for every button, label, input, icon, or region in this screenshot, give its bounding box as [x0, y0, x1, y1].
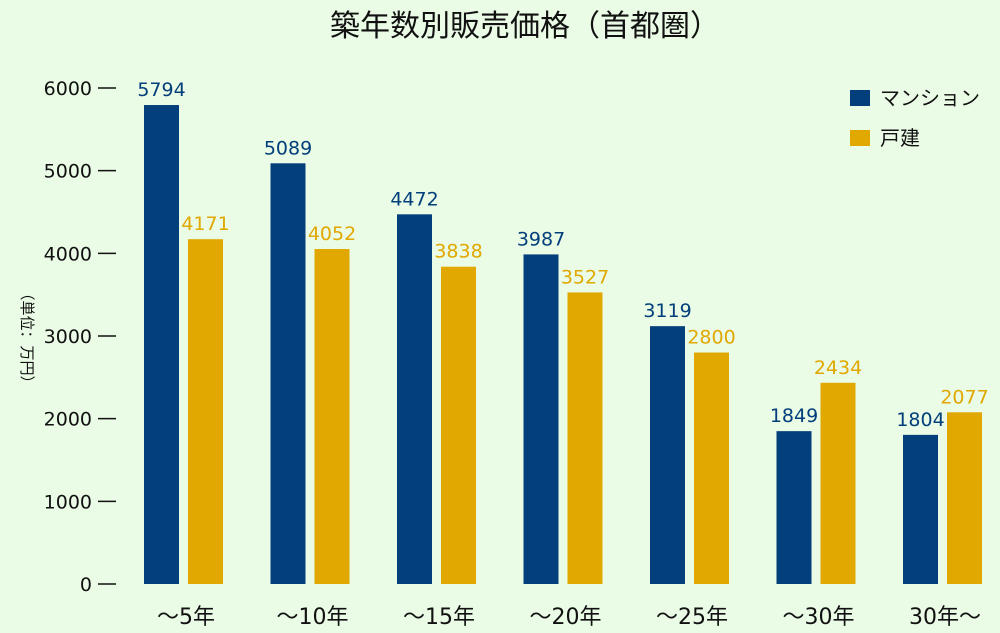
y-axis-unit-label: （単位：万円） — [18, 285, 36, 390]
data-label: 5794 — [137, 79, 185, 101]
data-label: 5089 — [264, 137, 312, 159]
y-tick-label: 5000 — [44, 161, 92, 183]
x-tick-label: 〜20年 — [530, 605, 602, 630]
data-label: 3838 — [434, 241, 482, 263]
y-tick-label: 3000 — [44, 326, 92, 348]
bar-mansion — [523, 254, 559, 584]
y-tick-label: 0 — [80, 574, 92, 596]
x-tick-label: 30年〜 — [909, 605, 981, 630]
x-tick-label: 〜5年 — [157, 605, 215, 630]
bar-mansion — [270, 163, 306, 584]
x-tick-label: 〜30年 — [783, 605, 855, 630]
bar-house — [567, 292, 603, 584]
x-tick-label: 〜10年 — [277, 605, 349, 630]
bar-house — [820, 382, 856, 584]
bar-mansion — [144, 105, 179, 585]
data-label: 4171 — [181, 213, 229, 235]
y-tick-label: 1000 — [44, 491, 92, 513]
x-tick-label: 〜15年 — [403, 605, 475, 630]
x-tick-label: 〜25年 — [656, 605, 728, 630]
data-label: 3119 — [643, 300, 691, 322]
legend-label: 戸建 — [880, 126, 920, 150]
bar-house — [188, 239, 223, 584]
bar-house — [314, 249, 350, 584]
value-labels: 5794 4171 5089 4052 4472 3838 3987 3527 3119 2800… — [137, 79, 988, 431]
x-axis: 〜5年 〜10年 〜15年 〜20年 〜25年 〜30年 30年〜 — [157, 605, 981, 630]
bars — [144, 105, 982, 585]
chart-title: 築年数別販売価格（首都圏） — [330, 9, 720, 44]
bar-house — [694, 352, 729, 584]
y-tick-label: 6000 — [44, 78, 92, 100]
data-label: 1849 — [770, 405, 818, 427]
data-label: 2800 — [687, 327, 735, 349]
data-label: 2434 — [814, 357, 862, 379]
data-label: 4472 — [390, 188, 438, 210]
bar-mansion — [397, 214, 432, 584]
bar-house — [441, 266, 476, 584]
legend-swatch — [850, 130, 870, 146]
y-tick-label: 4000 — [44, 243, 92, 265]
bar-mansion — [650, 326, 685, 584]
legend-swatch — [850, 90, 870, 106]
y-axis: 0 1000 2000 3000 4000 5000 6000 — [44, 78, 116, 596]
data-label: 3527 — [561, 266, 609, 288]
bar-mansion — [903, 434, 938, 584]
y-tick-label: 2000 — [44, 409, 92, 431]
data-label: 4052 — [308, 223, 356, 245]
bar-mansion — [776, 431, 812, 584]
data-label: 3987 — [517, 228, 565, 250]
data-label: 2077 — [940, 386, 988, 408]
data-label: 1804 — [896, 409, 944, 431]
bar-house — [947, 412, 982, 584]
legend-label: マンション — [880, 86, 980, 110]
